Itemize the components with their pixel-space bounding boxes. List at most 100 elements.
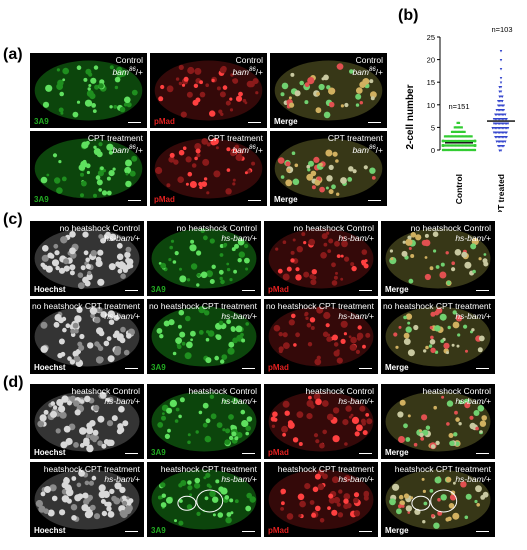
cell-spot [350,336,357,344]
cell-spot [413,324,419,331]
condition-label: CPT treatment bam86/+ [208,133,263,155]
cell-spot [187,171,193,177]
cell-spot [218,320,224,326]
cell-spot [190,239,195,244]
cell-spot [310,170,317,177]
cell-spot [234,436,239,441]
cell-spot [277,157,285,164]
cell-spot [225,188,232,195]
cell-spot [58,338,65,345]
cell-spot [183,76,189,82]
cell-spot [96,306,103,313]
cell-spot [206,270,213,278]
cell-spot [177,344,182,350]
cell-spot [424,256,428,259]
cell-spot [205,472,211,478]
cell-spot [418,429,422,433]
condition-text: no heatshock Control [410,223,491,233]
data-point-control [456,148,459,152]
cell-spot [221,354,228,360]
cell-spot [433,522,440,529]
cell-spot [362,344,366,349]
cell-spot [294,163,299,168]
cell-spot [356,87,363,94]
micrograph-a-top-3a9: Control bam86/+ 3A9 [30,53,147,128]
cell-spot [123,102,128,107]
data-point-control [457,130,461,133]
cell-spot [194,143,202,150]
data-point-control [464,135,468,138]
genotype-suffix: /+ [375,144,383,155]
micrograph-image [34,306,140,367]
data-point-control [462,139,465,143]
channel-label: Merge [385,363,409,372]
cell-spot [69,247,76,255]
cell-spot [316,306,324,314]
condition-text: Control [235,55,263,65]
genotype-text: hs-bam/+ [455,233,491,243]
cell-spot [321,400,329,407]
cell-spot [271,424,276,428]
cell-spot [347,177,353,182]
cell-spot [206,142,211,147]
two-cell-cyst-marker [411,495,431,511]
cell-spot [458,422,462,426]
cell-spot [190,263,198,270]
cell-spot [280,507,284,511]
cell-spot [185,182,189,186]
cell-spot [205,337,210,342]
cell-spot [169,245,173,250]
micrograph-image [385,469,491,530]
y-axis-label: 2-cell number [405,84,416,149]
cell-spot [97,278,105,286]
cell-spot [407,511,411,514]
cell-spot [108,319,115,325]
data-point-control [448,144,451,147]
cell-spot [351,265,357,272]
cell-spot [55,265,60,271]
data-point-cpt-treated: ▾ [503,130,506,136]
data-point-control [462,130,465,133]
cell-spot [116,253,124,261]
data-point-cpt-treated: ▾ [505,121,508,127]
cell-spot [69,264,76,271]
cell-spot [225,100,231,106]
annotation-n-control: n=151 [448,102,469,111]
condition-text: Control [355,55,383,65]
cell-spot [292,178,300,186]
cell-spot [431,514,435,518]
cell-spot [126,333,132,339]
cell-spot [93,513,101,520]
cell-spot [439,271,447,279]
cell-spot [423,349,427,353]
data-point-cpt-treated: ▾ [500,98,503,104]
cell-spot [314,358,322,366]
cell-spot [71,515,77,521]
cell-spot [60,351,66,357]
cell-spot [238,251,245,258]
cell-spot [307,342,313,347]
data-point-control [450,130,454,133]
cell-spot [230,73,234,77]
cell-spot [168,156,175,163]
cell-spot [73,442,79,448]
cell-spot [365,413,370,417]
cell-spot [273,324,281,332]
cell-spot [74,409,81,416]
cell-spot [40,262,46,268]
condition-text: heatshock Control [422,386,491,396]
cell-spot [60,441,68,449]
scale-bar [248,121,261,123]
cell-spot [96,179,103,186]
cell-spot [477,347,483,353]
cell-spot [294,90,301,97]
cell-spot [89,420,96,427]
cell-spot [219,276,223,281]
cell-spot [398,436,405,443]
genotype-gene: bam [232,66,249,77]
cell-spot [203,177,208,181]
cell-spot [478,335,485,342]
cell-spot [299,80,304,86]
data-point-cpt-treated: ▾ [497,125,500,131]
